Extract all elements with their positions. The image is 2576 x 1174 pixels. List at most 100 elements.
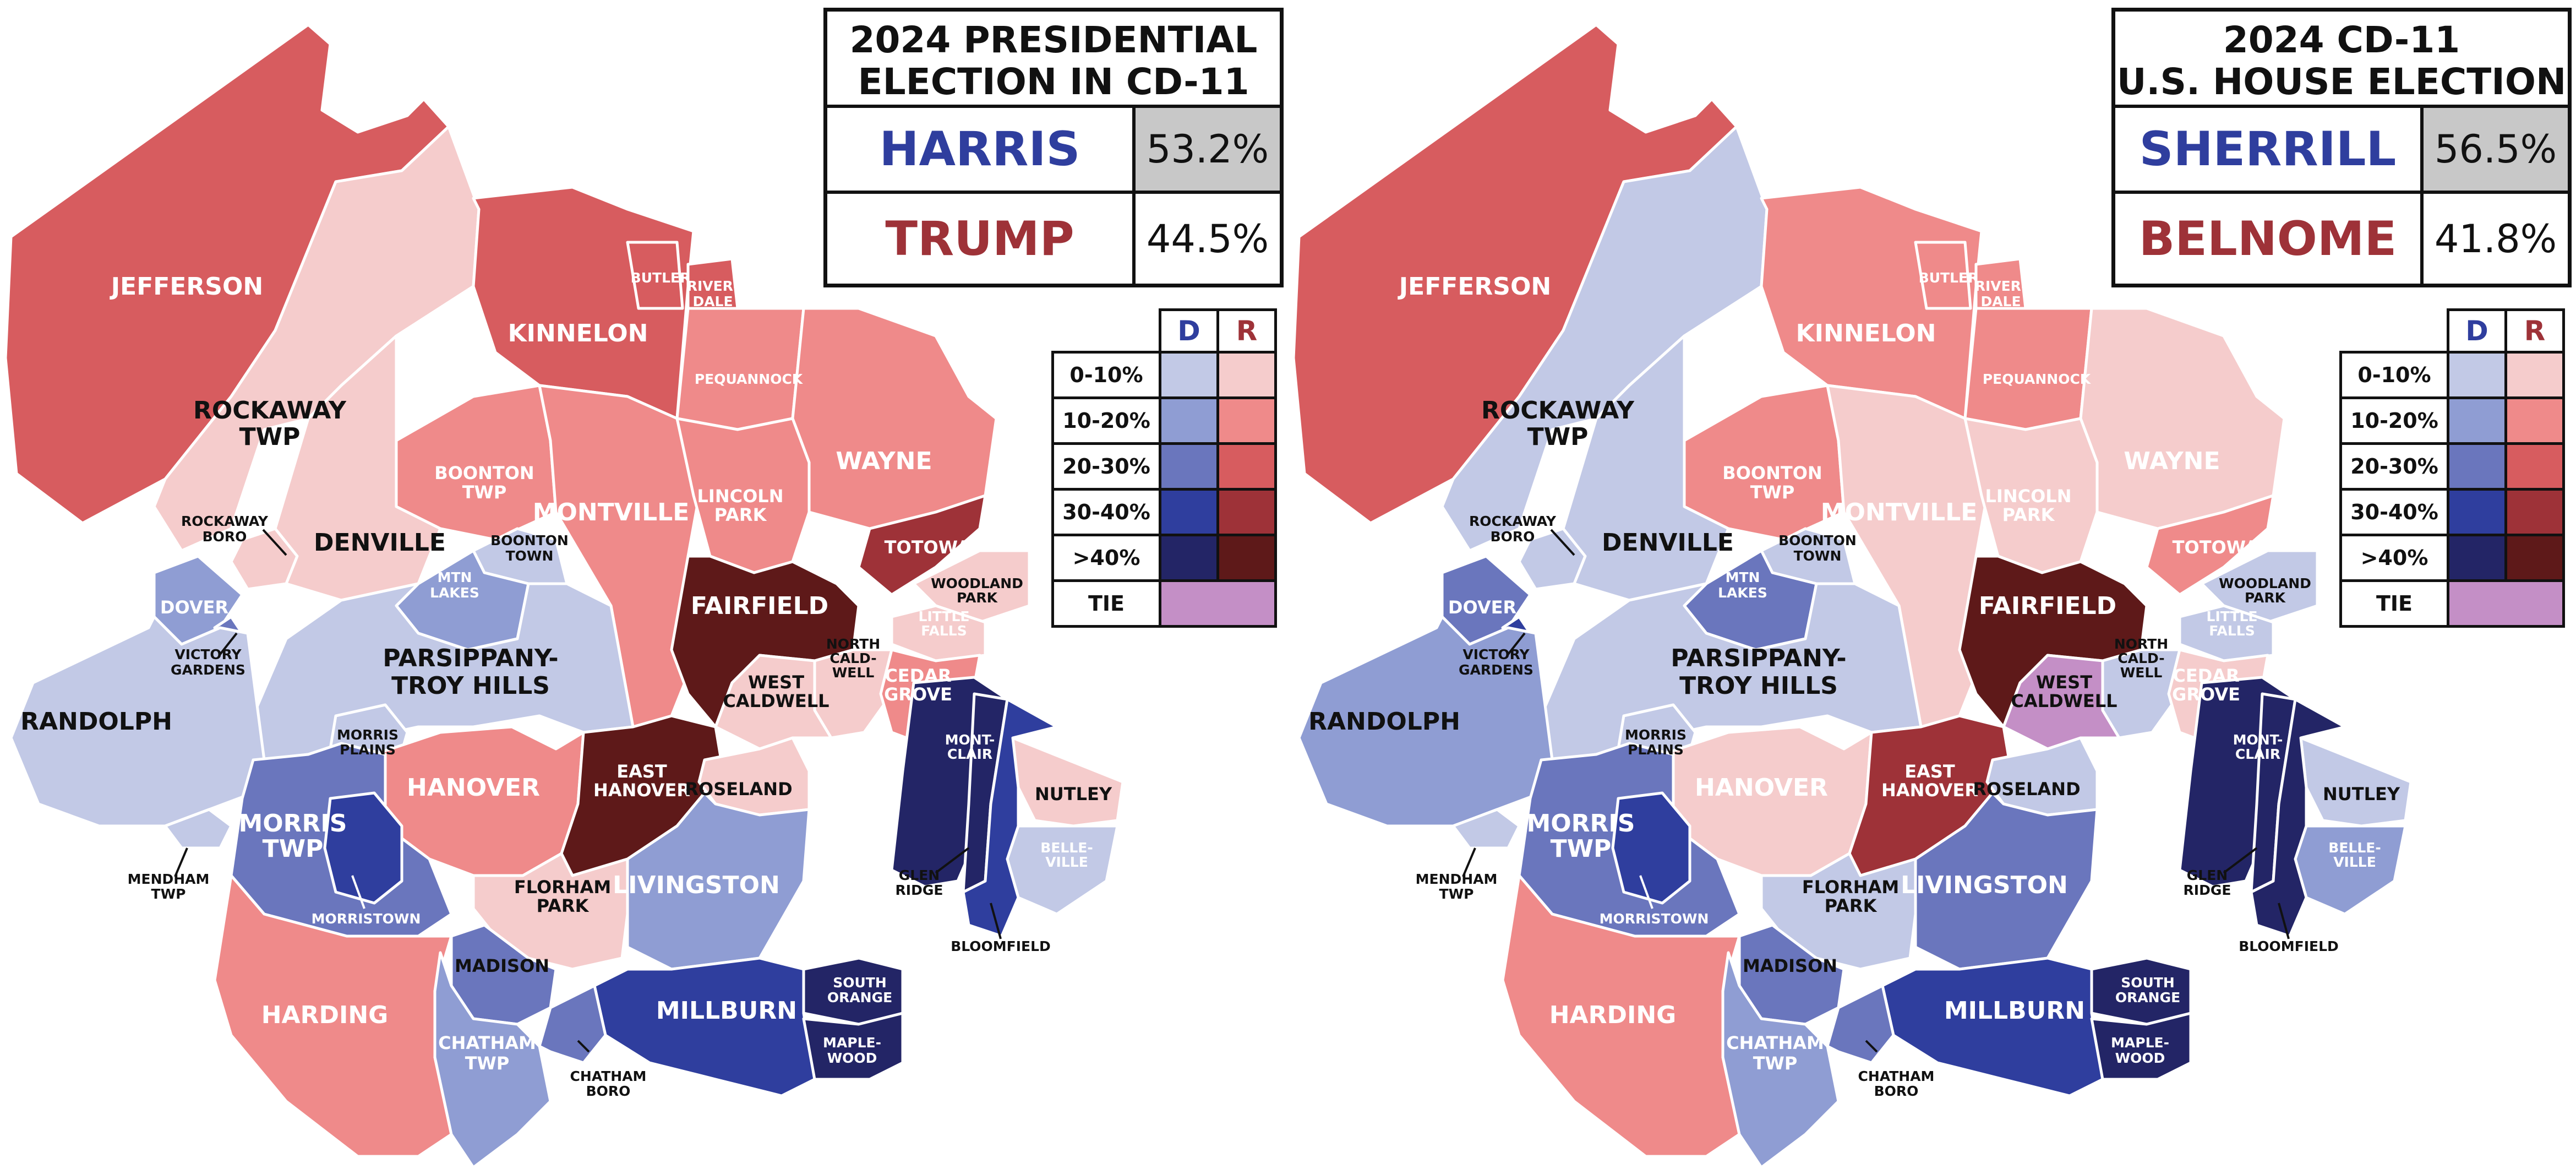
map-label-morris-plains-2: PLAINS: [340, 742, 396, 758]
house-rep-row: BELNOME 41.8%: [2115, 194, 2568, 284]
presidential-title: 2024 PRESIDENTIAL ELECTION IN CD-11: [827, 12, 1280, 108]
map-label-mendham-twp-1: MENDHAM: [1416, 871, 1498, 887]
legend-swatch-r: [1216, 534, 1277, 582]
map-label-hanover: HANOVER: [407, 774, 540, 802]
map-label-rockaway-boro-2: BORO: [203, 529, 247, 545]
map-label-millburn: MILLBURN: [1944, 997, 2085, 1025]
label-leader-line: [1865, 1040, 1878, 1053]
rep-candidate-pct: 41.8%: [2434, 216, 2557, 262]
map-label-butler: BUTLER: [631, 270, 691, 286]
map-label-north-caldwell-3: WELL: [832, 665, 875, 681]
map-label-parsippany-2: TROY HILLS: [391, 672, 550, 700]
house-results-table: 2024 CD-11 U.S. HOUSE ELECTION SHERRILL …: [2111, 8, 2572, 287]
map-label-lincoln-park-2: PARK: [2002, 504, 2055, 525]
map-label-butler: BUTLER: [1919, 270, 1979, 286]
map-label-chatham-twp-2: TWP: [465, 1053, 510, 1074]
map-label-belleville-1: BELLE-: [1040, 840, 1093, 856]
map-label-rockaway-boro-1: ROCKAWAY: [1469, 513, 1557, 529]
map-label-west-caldwell-2: CALDWELL: [2011, 691, 2117, 711]
map-label-boonton-twp-2: TWP: [462, 482, 507, 503]
legend-swatch-d: [1159, 396, 1219, 445]
legend-swatch-r: [2504, 488, 2565, 536]
map-label-lincoln-park-2: PARK: [714, 504, 767, 525]
legend-row-label: 0-10%: [1051, 351, 1161, 399]
house-dem-row: SHERRILL 56.5%: [2115, 108, 2568, 194]
map-label-morris-twp-2: TWP: [1551, 835, 1612, 863]
map-label-north-caldwell-2: CALD-: [2117, 650, 2164, 666]
map-label-north-caldwell-1: NORTH: [826, 636, 880, 652]
map-label-little-falls-2: FALLS: [2209, 623, 2255, 639]
map-label-nutley: NUTLEY: [2323, 784, 2400, 805]
map-label-florham-park-1: FLORHAM: [514, 877, 611, 898]
map-label-mtn-lakes-1: MTN: [438, 569, 472, 585]
municipality-mendham-twp: [163, 808, 233, 850]
label-leader-line: [990, 903, 1002, 939]
municipality-butler: [1914, 241, 1972, 310]
map-label-chatham-boro-2: BORO: [1874, 1083, 1919, 1099]
municipality-wayne: [2079, 307, 2286, 530]
legend-swatch-r: [1216, 442, 1277, 491]
map-label-kinnelon: KINNELON: [1796, 319, 1936, 347]
legend-swatch-r: [2504, 534, 2565, 582]
map-label-madison: MADISON: [455, 955, 549, 976]
legend-swatch-d: [2447, 442, 2507, 491]
legend-row-label: 20-30%: [2339, 442, 2449, 491]
municipality-little-falls: [890, 604, 987, 662]
map-label-south-orange-2: ORANGE: [2115, 990, 2180, 1005]
map-label-mendham-twp-1: MENDHAM: [128, 871, 210, 887]
municipality-maplewood: [2090, 1012, 2192, 1081]
map-label-chatham-twp-2: TWP: [1753, 1053, 1798, 1074]
municipality-montville: [1826, 384, 1989, 729]
legend-swatch-d: [1159, 442, 1219, 491]
municipality-chatham-twp: [1721, 951, 1840, 1169]
map-label-woodland-park-2: PARK: [2245, 590, 2286, 606]
municipality-pequannock: [675, 307, 805, 431]
dem-candidate-name: HARRIS: [827, 108, 1136, 191]
map-label-harding: HARDING: [261, 1001, 389, 1029]
municipality-rockaway-twp: [152, 125, 481, 552]
municipality-little-falls: [2178, 604, 2275, 662]
map-label-parsippany-1: PARSIPPANY-: [383, 644, 558, 672]
map-label-rockaway-boro-2: BORO: [1491, 529, 1535, 545]
map-label-morris-plains-2: PLAINS: [1628, 742, 1684, 758]
municipality-montville: [538, 384, 701, 729]
map-label-nutley: NUTLEY: [1035, 784, 1112, 805]
municipality-nutley: [1011, 736, 1125, 828]
legend-swatch-d: [2447, 534, 2507, 582]
map-label-riverdale-1: RIVER-: [687, 278, 739, 294]
house-map: JEFFERSONROCKAWAYTWPKINNELONBUTLERRIVER-…: [1292, 23, 2413, 1169]
map-label-east-hanover-2: HANOVER: [593, 780, 690, 801]
map-label-rockaway-twp-1: ROCKAWAY: [1481, 396, 1635, 425]
map-label-jefferson: JEFFERSON: [1398, 273, 1551, 301]
legend-swatch-d: [1159, 534, 1219, 582]
map-label-morris-plains-1: MORRIS: [337, 727, 399, 743]
municipality-chatham-boro: [1826, 984, 1895, 1064]
map-label-totowa: TOTOWA: [2173, 537, 2259, 558]
map-label-roseland: ROSELAND: [685, 779, 792, 800]
presidential-dem-row: HARRIS 53.2%: [827, 108, 1280, 194]
map-label-florham-park-1: FLORHAM: [1802, 877, 1899, 898]
map-label-west-caldwell-1: WEST: [748, 672, 804, 693]
municipality-chatham-boro: [538, 984, 607, 1064]
map-label-lincoln-park-1: LINCOLN: [1985, 486, 2072, 507]
map-label-woodland-park-1: WOODLAND: [2219, 575, 2311, 591]
municipality-lincoln-park: [1963, 417, 2099, 574]
map-label-rockaway-twp-2: TWP: [1527, 423, 1589, 451]
municipality-denville: [274, 334, 442, 602]
map-label-boonton-town-1: BOONTON: [1778, 532, 1857, 548]
map-label-east-hanover-2: HANOVER: [1881, 780, 1978, 801]
map-label-livingston: LIVINGSTON: [613, 871, 780, 899]
map-label-little-falls-1: LITTLE: [2207, 608, 2258, 624]
map-label-boonton-twp-1: BOONTON: [1722, 463, 1822, 483]
map-label-chatham-twp-1: CHATHAM: [438, 1032, 536, 1053]
map-label-maplewood-1: MAPLE-: [823, 1035, 881, 1051]
presidential-title-line1: 2024 PRESIDENTIAL: [849, 19, 1258, 61]
dem-candidate-pct: 53.2%: [1136, 108, 1280, 191]
legend-row-label: 30-40%: [2339, 488, 2449, 536]
municipality-livingston: [626, 791, 811, 971]
map-label-glen-ridge-2: RIDGE: [2184, 882, 2231, 898]
map-label-boonton-town-2: TOWN: [1794, 548, 1842, 564]
legend-swatch-r: [2504, 351, 2565, 399]
label-leader-line: [262, 529, 287, 556]
